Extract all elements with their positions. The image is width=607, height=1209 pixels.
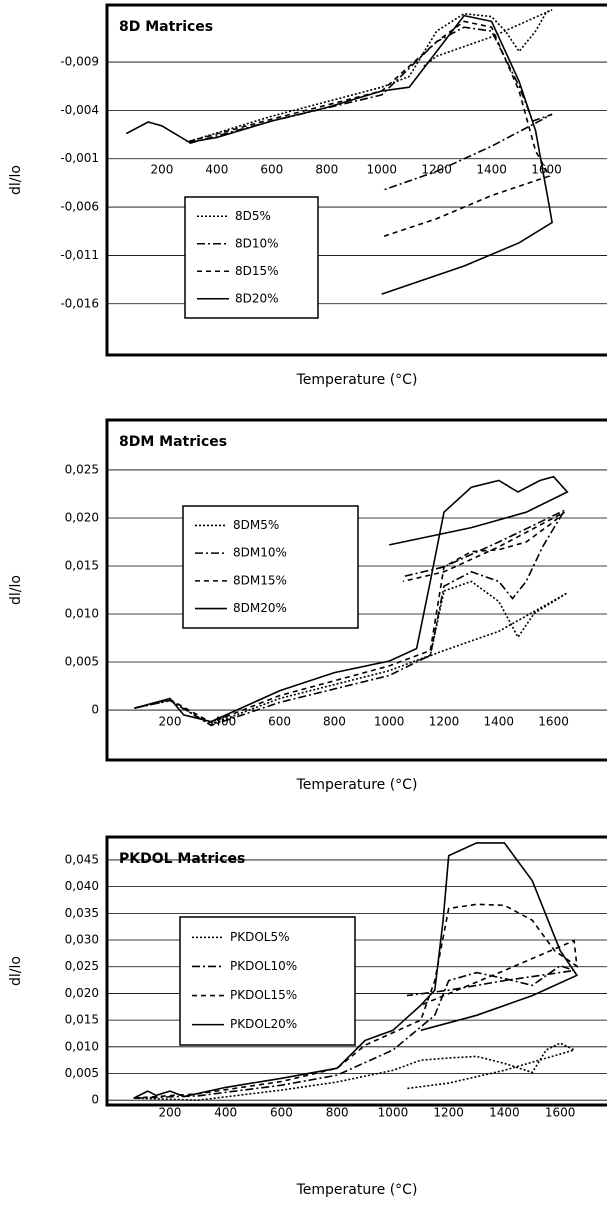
x-tick-label: 1400 [484, 715, 515, 729]
data-line [125, 14, 553, 295]
y-axis-label: dl/lo [8, 165, 24, 195]
x-tick-label: 200 [159, 715, 182, 729]
x-tick-label: 200 [159, 1106, 182, 1120]
y-tick-label: 0,005 [65, 655, 99, 669]
chart-title: 8DM Matrices [119, 434, 227, 450]
data-line [134, 511, 566, 724]
y-axis-label: dl/lo [8, 575, 24, 605]
x-tick-label: 1400 [489, 1106, 520, 1120]
legend-label: 8DM15% [233, 573, 287, 587]
legend: PKDOL5% PKDOL10% PKDOL15% PKDOL20% [179, 916, 356, 1046]
legend-label: PKDOL10% [230, 959, 297, 973]
legend-label: 8D10% [235, 236, 279, 250]
legend-box [179, 916, 356, 1046]
x-tick-label: 800 [323, 715, 346, 729]
chart-title: 8D Matrices [119, 19, 213, 35]
x-tick-label: 400 [214, 1106, 237, 1120]
y-tick-label: 0,010 [65, 607, 99, 621]
x-tick-label: 1200 [429, 715, 460, 729]
legend: 8DM5% 8DM10% 8DM15% 8DM20% [182, 505, 359, 629]
x-axis-label: Temperature (°C) [296, 1182, 418, 1198]
legend-box [184, 196, 319, 319]
x-tick-label: 1200 [433, 1106, 464, 1120]
x-tick-label: 800 [315, 163, 338, 177]
data-line [133, 903, 578, 1099]
y-tick-label: 0,045 [65, 852, 99, 866]
legend-label: 8DM5% [233, 518, 279, 532]
x-tick-label: 1600 [538, 715, 569, 729]
y-tick-label: 0,015 [65, 558, 99, 572]
x-tick-label: 1400 [476, 163, 507, 177]
x-tick-label: 800 [326, 1106, 349, 1120]
y-tick-label: 0,040 [65, 879, 99, 893]
legend-label: 8D20% [235, 291, 279, 305]
y-tick-label: 0,005 [65, 1066, 99, 1080]
plot-frame [105, 3, 607, 357]
x-tick-label: 1000 [366, 163, 397, 177]
y-tick-label: 0,015 [65, 1013, 99, 1027]
legend: 8D5% 8D10% 8D15% 8D20% [184, 196, 319, 319]
x-tick-label: 1200 [421, 163, 452, 177]
y-tick-label: 0,035 [65, 906, 99, 920]
x-axis-label: Temperature (°C) [296, 777, 418, 793]
x-tick-label: 600 [268, 715, 291, 729]
data-line [189, 9, 553, 143]
y-tick-label: -0,006 [60, 200, 99, 214]
legend-label: 8DM20% [233, 601, 287, 615]
x-tick-label: 400 [205, 163, 228, 177]
x-tick-label: 1600 [545, 1106, 576, 1120]
data-line [133, 964, 575, 1099]
plot-frame [105, 418, 607, 762]
y-axis-label: dl/lo [8, 956, 24, 986]
data-line [134, 580, 568, 726]
data-line [133, 842, 579, 1099]
y-tick-label: 0 [91, 703, 99, 717]
y-tick-label: 0,010 [65, 1039, 99, 1053]
plot-frame [105, 835, 607, 1107]
data-line [134, 475, 569, 723]
y-tick-label: 0 [91, 1093, 99, 1107]
legend-label: 8D5% [235, 209, 271, 223]
x-tick-label: 600 [270, 1106, 293, 1120]
x-tick-label: 1000 [374, 715, 405, 729]
y-tick-label: -0,004 [60, 103, 99, 117]
y-tick-label: 0,020 [65, 510, 99, 524]
x-tick-label: 1000 [378, 1106, 409, 1120]
legend-label: 8DM10% [233, 546, 287, 560]
x-tick-label: 600 [260, 163, 283, 177]
legend-box [182, 505, 359, 629]
legend-label: PKDOL15% [230, 988, 297, 1002]
legend-label: 8D15% [235, 264, 279, 278]
x-axis-label: Temperature (°C) [296, 372, 418, 388]
y-tick-label: -0,001 [60, 151, 99, 165]
y-tick-label: 0,025 [65, 462, 99, 476]
y-tick-label: -0,016 [60, 296, 99, 310]
legend-label: PKDOL20% [230, 1017, 297, 1031]
y-tick-label: 0,025 [65, 959, 99, 973]
legend-label: PKDOL5% [230, 930, 290, 944]
data-line [133, 1042, 577, 1102]
x-tick-label: 200 [150, 163, 173, 177]
y-tick-label: -0,009 [60, 55, 99, 69]
y-tick-label: 0,030 [65, 933, 99, 947]
y-tick-label: -0,011 [60, 248, 99, 262]
y-tick-label: 0,020 [65, 986, 99, 1000]
chart-title: PKDOL Matrices [119, 851, 245, 867]
